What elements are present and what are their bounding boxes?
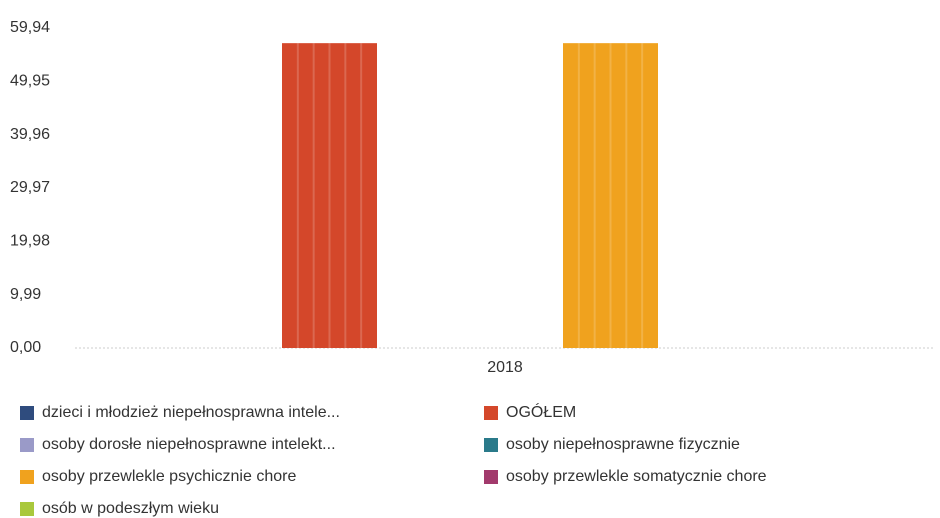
- legend-label: osób w podeszłym wieku: [42, 500, 219, 517]
- legend-swatch: [484, 470, 498, 484]
- legend-swatch: [20, 438, 34, 452]
- legend-swatch: [20, 502, 34, 516]
- legend-swatch: [20, 406, 34, 420]
- x-tick-label: 2018: [487, 359, 523, 376]
- bar: [282, 43, 377, 348]
- y-tick-label: 59,94: [10, 19, 50, 36]
- y-tick-label: 19,98: [10, 233, 50, 250]
- y-tick-label: 29,97: [10, 179, 50, 196]
- legend-label: osoby dorosłe niepełnosprawne intelekt..…: [42, 436, 336, 453]
- y-tick-label: 49,95: [10, 73, 50, 90]
- legend-label: osoby niepełnosprawne fizycznie: [506, 436, 740, 453]
- legend-label: OGÓŁEM: [506, 402, 576, 421]
- y-tick-label: 0,00: [10, 339, 41, 356]
- y-tick-label: 9,99: [10, 286, 41, 303]
- bar: [563, 43, 658, 348]
- legend-label: osoby przewlekle psychicznie chore: [42, 468, 296, 485]
- legend-swatch: [484, 406, 498, 420]
- y-tick-label: 39,96: [10, 126, 50, 143]
- legend-swatch: [20, 470, 34, 484]
- legend-label: dzieci i młodzież niepełnosprawna intele…: [42, 404, 340, 421]
- legend-swatch: [484, 438, 498, 452]
- legend-label: osoby przewlekle somatycznie chore: [506, 468, 767, 485]
